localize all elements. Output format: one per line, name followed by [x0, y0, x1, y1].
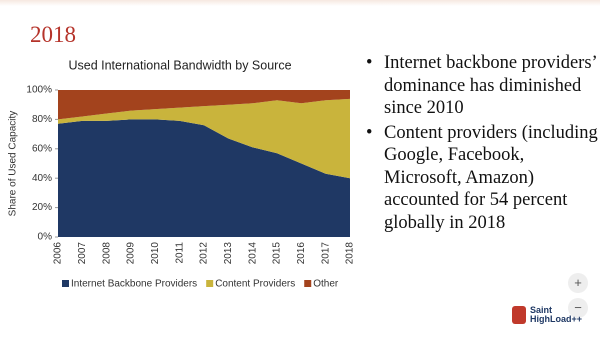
y-axis-label: Share of Used Capacity	[8, 111, 19, 217]
slide-title: 2018	[30, 22, 76, 47]
legend-swatch	[206, 280, 214, 287]
area	[58, 90, 350, 120]
chart-title: Used International Bandwidth by Source	[68, 58, 291, 72]
x-tick-label: 2014	[247, 242, 258, 265]
legend-label: Internet Backbone Providers	[71, 279, 197, 290]
top-band	[0, 0, 600, 6]
y-tick-label: 0%	[38, 232, 53, 243]
x-tick-label: 2010	[150, 242, 161, 265]
x-tick-label: 2009	[126, 242, 137, 265]
y-tick-label: 80%	[32, 114, 52, 125]
legend-swatch	[304, 280, 312, 287]
area	[58, 98, 350, 179]
logo-icon	[512, 306, 526, 324]
legend-label: Content Providers	[215, 279, 295, 290]
x-tick-label: 2008	[101, 242, 112, 265]
y-tick-label: 20%	[32, 202, 52, 213]
x-tick-label: 2011	[174, 242, 185, 264]
bullet: Internet backbone providers’ dominance h…	[362, 52, 598, 120]
legend-label: Other	[313, 279, 339, 290]
x-tick-label: 2013	[223, 242, 234, 265]
y-tick-label: 60%	[32, 143, 52, 154]
area	[58, 119, 350, 237]
bullet-list: Internet backbone providers’ dominance h…	[362, 52, 598, 236]
y-tick-label: 40%	[32, 173, 52, 184]
x-tick-label: 2015	[272, 242, 283, 265]
x-tick-label: 2017	[320, 242, 331, 265]
x-tick-label: 2006	[53, 242, 64, 265]
y-tick-label: 100%	[26, 85, 52, 96]
logo-text: Saint	[530, 305, 553, 315]
chart: Used International Bandwidth by Source Sh…	[8, 58, 356, 290]
x-tick-label: 2016	[296, 242, 307, 265]
bullet: Content providers (including Google, Fac…	[362, 122, 598, 235]
x-tick-label: 2018	[345, 242, 356, 265]
zoom-in-button[interactable]: +	[568, 273, 588, 293]
x-tick-label: 2007	[77, 242, 88, 265]
logo-text: HighLoad++	[530, 314, 583, 324]
legend-swatch	[62, 280, 69, 287]
logo: Saint HighLoad++	[530, 306, 582, 324]
x-tick-label: 2012	[199, 242, 210, 265]
zoom-out-button[interactable]: −	[568, 298, 588, 318]
